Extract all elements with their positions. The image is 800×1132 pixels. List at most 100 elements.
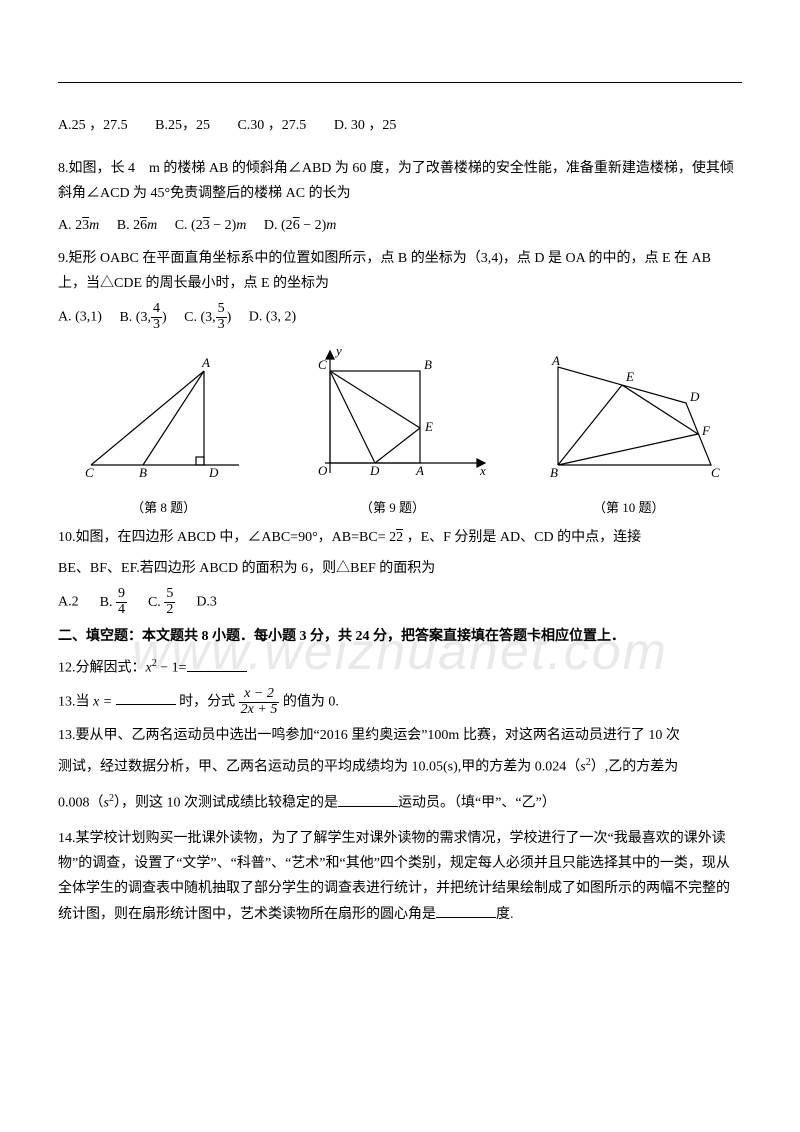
- q9c-pre: C. (3,: [184, 310, 216, 325]
- q7-opt-a: A.25 ，27.5: [58, 113, 128, 138]
- f9-E: E: [424, 419, 433, 434]
- f9-B: B: [424, 357, 432, 372]
- fig10-caption: （第 10 题）: [536, 496, 721, 519]
- q13b-l3: 0.008（s2），则这 10 次测试成绩比较稳定的是运动员。（填“甲”、“乙”…: [58, 790, 742, 816]
- q10b-pre: B.: [100, 595, 116, 610]
- f9-A: A: [415, 463, 424, 478]
- q9-text: 9.矩形 OABC 在平面直角坐标系中的位置如图所示，点 B 的坐标为（3,4)…: [58, 246, 742, 296]
- f8-B: B: [139, 465, 147, 480]
- fig10-svg: A B C D E F: [536, 353, 721, 483]
- q8-opt-c: C. (23 − 2)m: [175, 218, 250, 233]
- q10-opt-a: A.2: [58, 595, 79, 610]
- q9b-den: 3: [151, 318, 162, 333]
- figure-9: C B O D A E x y （第 9 题）: [290, 343, 495, 520]
- q7-opt-b: B.25，25: [155, 113, 210, 138]
- q13b-l1: 13.要从甲、乙两名运动员中选出一鸣参加“2016 里约奥运会”100m 比赛，…: [58, 723, 742, 748]
- q8-options: A. 23m B. 26m C. (23 − 2)m D. (26 − 2)m: [58, 213, 742, 238]
- fig8-caption: （第 8 题）: [79, 496, 249, 519]
- q10-line1: 10.如图，在四边形 ABCD 中，∠ABC=90°，AB=BC= 22 ，E、…: [58, 525, 742, 550]
- q14-blank: [436, 904, 496, 918]
- q13b-l2b: ）,乙的方差为: [591, 760, 679, 775]
- q8a-suf: m: [89, 218, 99, 233]
- q13a-xeq: x =: [93, 694, 112, 709]
- q13b-l2a: 测试，经过数据分析，甲、乙两名运动员的平均成绩均为 10.05(s),甲的方差为…: [58, 760, 580, 775]
- f9-O: O: [318, 463, 328, 478]
- f10-B: B: [550, 465, 558, 480]
- q13b-l2: 测试，经过数据分析，甲、乙两名运动员的平均成绩均为 10.05(s),甲的方差为…: [58, 754, 742, 780]
- fig9-caption: （第 9 题）: [290, 496, 495, 519]
- q9c-suf: ): [227, 310, 232, 325]
- q8d-mid: − 2): [300, 218, 327, 233]
- q10-line2: BE、BF、EF.若四边形 ABCD 的面积为 6，则△BEF 的面积为: [58, 556, 742, 581]
- q9-opt-d: D. (3, 2): [249, 310, 296, 325]
- q10-l1a: 10.如图，在四边形 ABCD 中，∠ABC=90°，AB=BC= 2: [58, 530, 396, 545]
- q10-l1b: ，E、F 分别是 AD、CD 的中点，连接: [403, 530, 641, 545]
- q14: 14.某学校计划购买一批课外读物，为了了解学生对课外读物的需求情况，学校进行了一…: [58, 826, 742, 927]
- q14-suf: 度.: [496, 907, 514, 922]
- fig8-svg: A C B D: [79, 353, 249, 483]
- q8c-pre: C. (2: [175, 218, 203, 233]
- q9-options: A. (3,1) B. (3,43) C. (3,53) D. (3, 2): [58, 302, 742, 332]
- q8-opt-d: D. (26 − 2)m: [264, 218, 336, 233]
- q12-blank: [187, 658, 247, 672]
- q10-opt-d: D.3: [196, 595, 217, 610]
- page: A.25 ，27.5 B.25，25 C.30 ，27.5 D. 30 ，25 …: [0, 0, 800, 973]
- q10c-pre: C.: [148, 595, 164, 610]
- f10-A: A: [551, 353, 560, 368]
- q7-opt-d: D. 30 ，25: [334, 113, 397, 138]
- q13a: 13.当 x = 时，分式 x − 22x + 5 的值为 0.: [58, 687, 742, 717]
- figure-10: A B C D E F （第 10 题）: [536, 353, 721, 520]
- q13a-den: 2x + 5: [239, 703, 280, 718]
- q13a-blank: [116, 691, 176, 705]
- q10c-d: 2: [164, 603, 175, 618]
- f10-D: D: [689, 389, 700, 404]
- f9-D: D: [369, 463, 380, 478]
- q13a-mid: 时，分式: [179, 694, 239, 709]
- q9b-num: 4: [151, 302, 162, 318]
- q9c-num: 5: [216, 302, 227, 318]
- q12: 12.分解因式：x2 − 1=: [58, 655, 742, 681]
- q10b-d: 4: [116, 603, 127, 618]
- q8-text: 8.如图，长 4 m 的楼梯 AB 的倾斜角∠ABD 为 60 度，为了改善楼梯…: [58, 156, 742, 206]
- q9c-den: 3: [216, 318, 227, 333]
- figure-8: A C B D （第 8 题）: [79, 353, 249, 520]
- q8-opt-a: A. 23m: [58, 218, 103, 233]
- q8d-suf: m: [326, 218, 336, 233]
- q13b-l3b: ），则这 10 次测试成绩比较稳定的是: [114, 796, 338, 811]
- q10-opt-c: C. 52: [148, 595, 175, 610]
- q13a-num: x − 2: [239, 687, 280, 703]
- q14-text: 14.某学校计划购买一批课外读物，为了了解学生对课外读物的需求情况，学校进行了一…: [58, 831, 730, 922]
- q9b-pre: B. (3,: [119, 310, 151, 325]
- section2-heading: 二、填空题：本文题共 8 小题．每小题 3 分，共 24 分，把答案直接填在答题…: [58, 624, 742, 649]
- f8-A: A: [201, 355, 210, 370]
- f10-E: E: [625, 369, 634, 384]
- f10-F: F: [701, 423, 711, 438]
- f8-C: C: [85, 465, 94, 480]
- q10b-n: 9: [116, 587, 127, 603]
- q8d-pre: D. (2: [264, 218, 293, 233]
- q13b-l3a: 0.008（: [58, 796, 104, 811]
- f9-y: y: [334, 343, 342, 358]
- q7-options: A.25 ，27.5 B.25，25 C.30 ，27.5 D. 30 ，25: [58, 113, 742, 138]
- q8d-rt: 6: [293, 218, 300, 233]
- q9-opt-a: A. (3,1): [58, 310, 102, 325]
- f8-D: D: [208, 465, 219, 480]
- figures-row: A C B D （第 8 题） C: [58, 343, 742, 520]
- q8a-pre: A. 2: [58, 218, 82, 233]
- q9-opt-b: B. (3,43): [119, 310, 170, 325]
- q8c-suf: m: [236, 218, 246, 233]
- top-rule: [58, 82, 742, 83]
- q7-opt-c: C.30 ，27.5: [237, 113, 306, 138]
- q13b-blank: [338, 793, 398, 807]
- f10-C: C: [711, 465, 720, 480]
- q12-pre: 12.分解因式：: [58, 661, 146, 676]
- q8b-suf: m: [147, 218, 157, 233]
- q10c-n: 5: [164, 587, 175, 603]
- q10-options: A.2 B. 94 C. 52 D.3: [58, 587, 742, 617]
- q13a-suf: 的值为 0.: [279, 694, 339, 709]
- q8c-rt: 3: [203, 218, 210, 233]
- q8-opt-b: B. 26m: [117, 218, 161, 233]
- q9b-suf: ): [162, 310, 167, 325]
- q8b-pre: B. 2: [117, 218, 140, 233]
- f9-x: x: [479, 463, 486, 478]
